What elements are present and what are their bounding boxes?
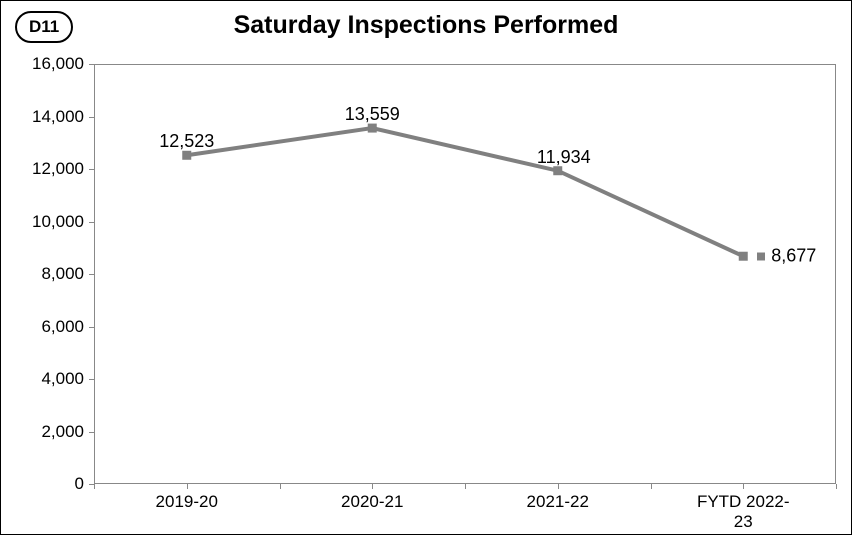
chart-badge-text: D11 xyxy=(29,17,59,36)
data-point-label: 13,559 xyxy=(345,104,400,125)
chart-badge: D11 xyxy=(15,11,73,43)
line-series xyxy=(1,1,852,536)
series-marker xyxy=(739,252,747,260)
series-marker xyxy=(183,151,191,159)
data-point-label: 11,934 xyxy=(537,147,591,168)
data-point-label: 12,523 xyxy=(159,131,214,152)
chart-container: D11 Saturday Inspections Performed 02,00… xyxy=(0,0,852,535)
series-marker xyxy=(554,167,562,175)
series-line xyxy=(187,128,744,256)
legend-marker-icon xyxy=(757,253,765,261)
data-point-label: 8,677 xyxy=(757,246,816,267)
series-marker xyxy=(368,124,376,132)
